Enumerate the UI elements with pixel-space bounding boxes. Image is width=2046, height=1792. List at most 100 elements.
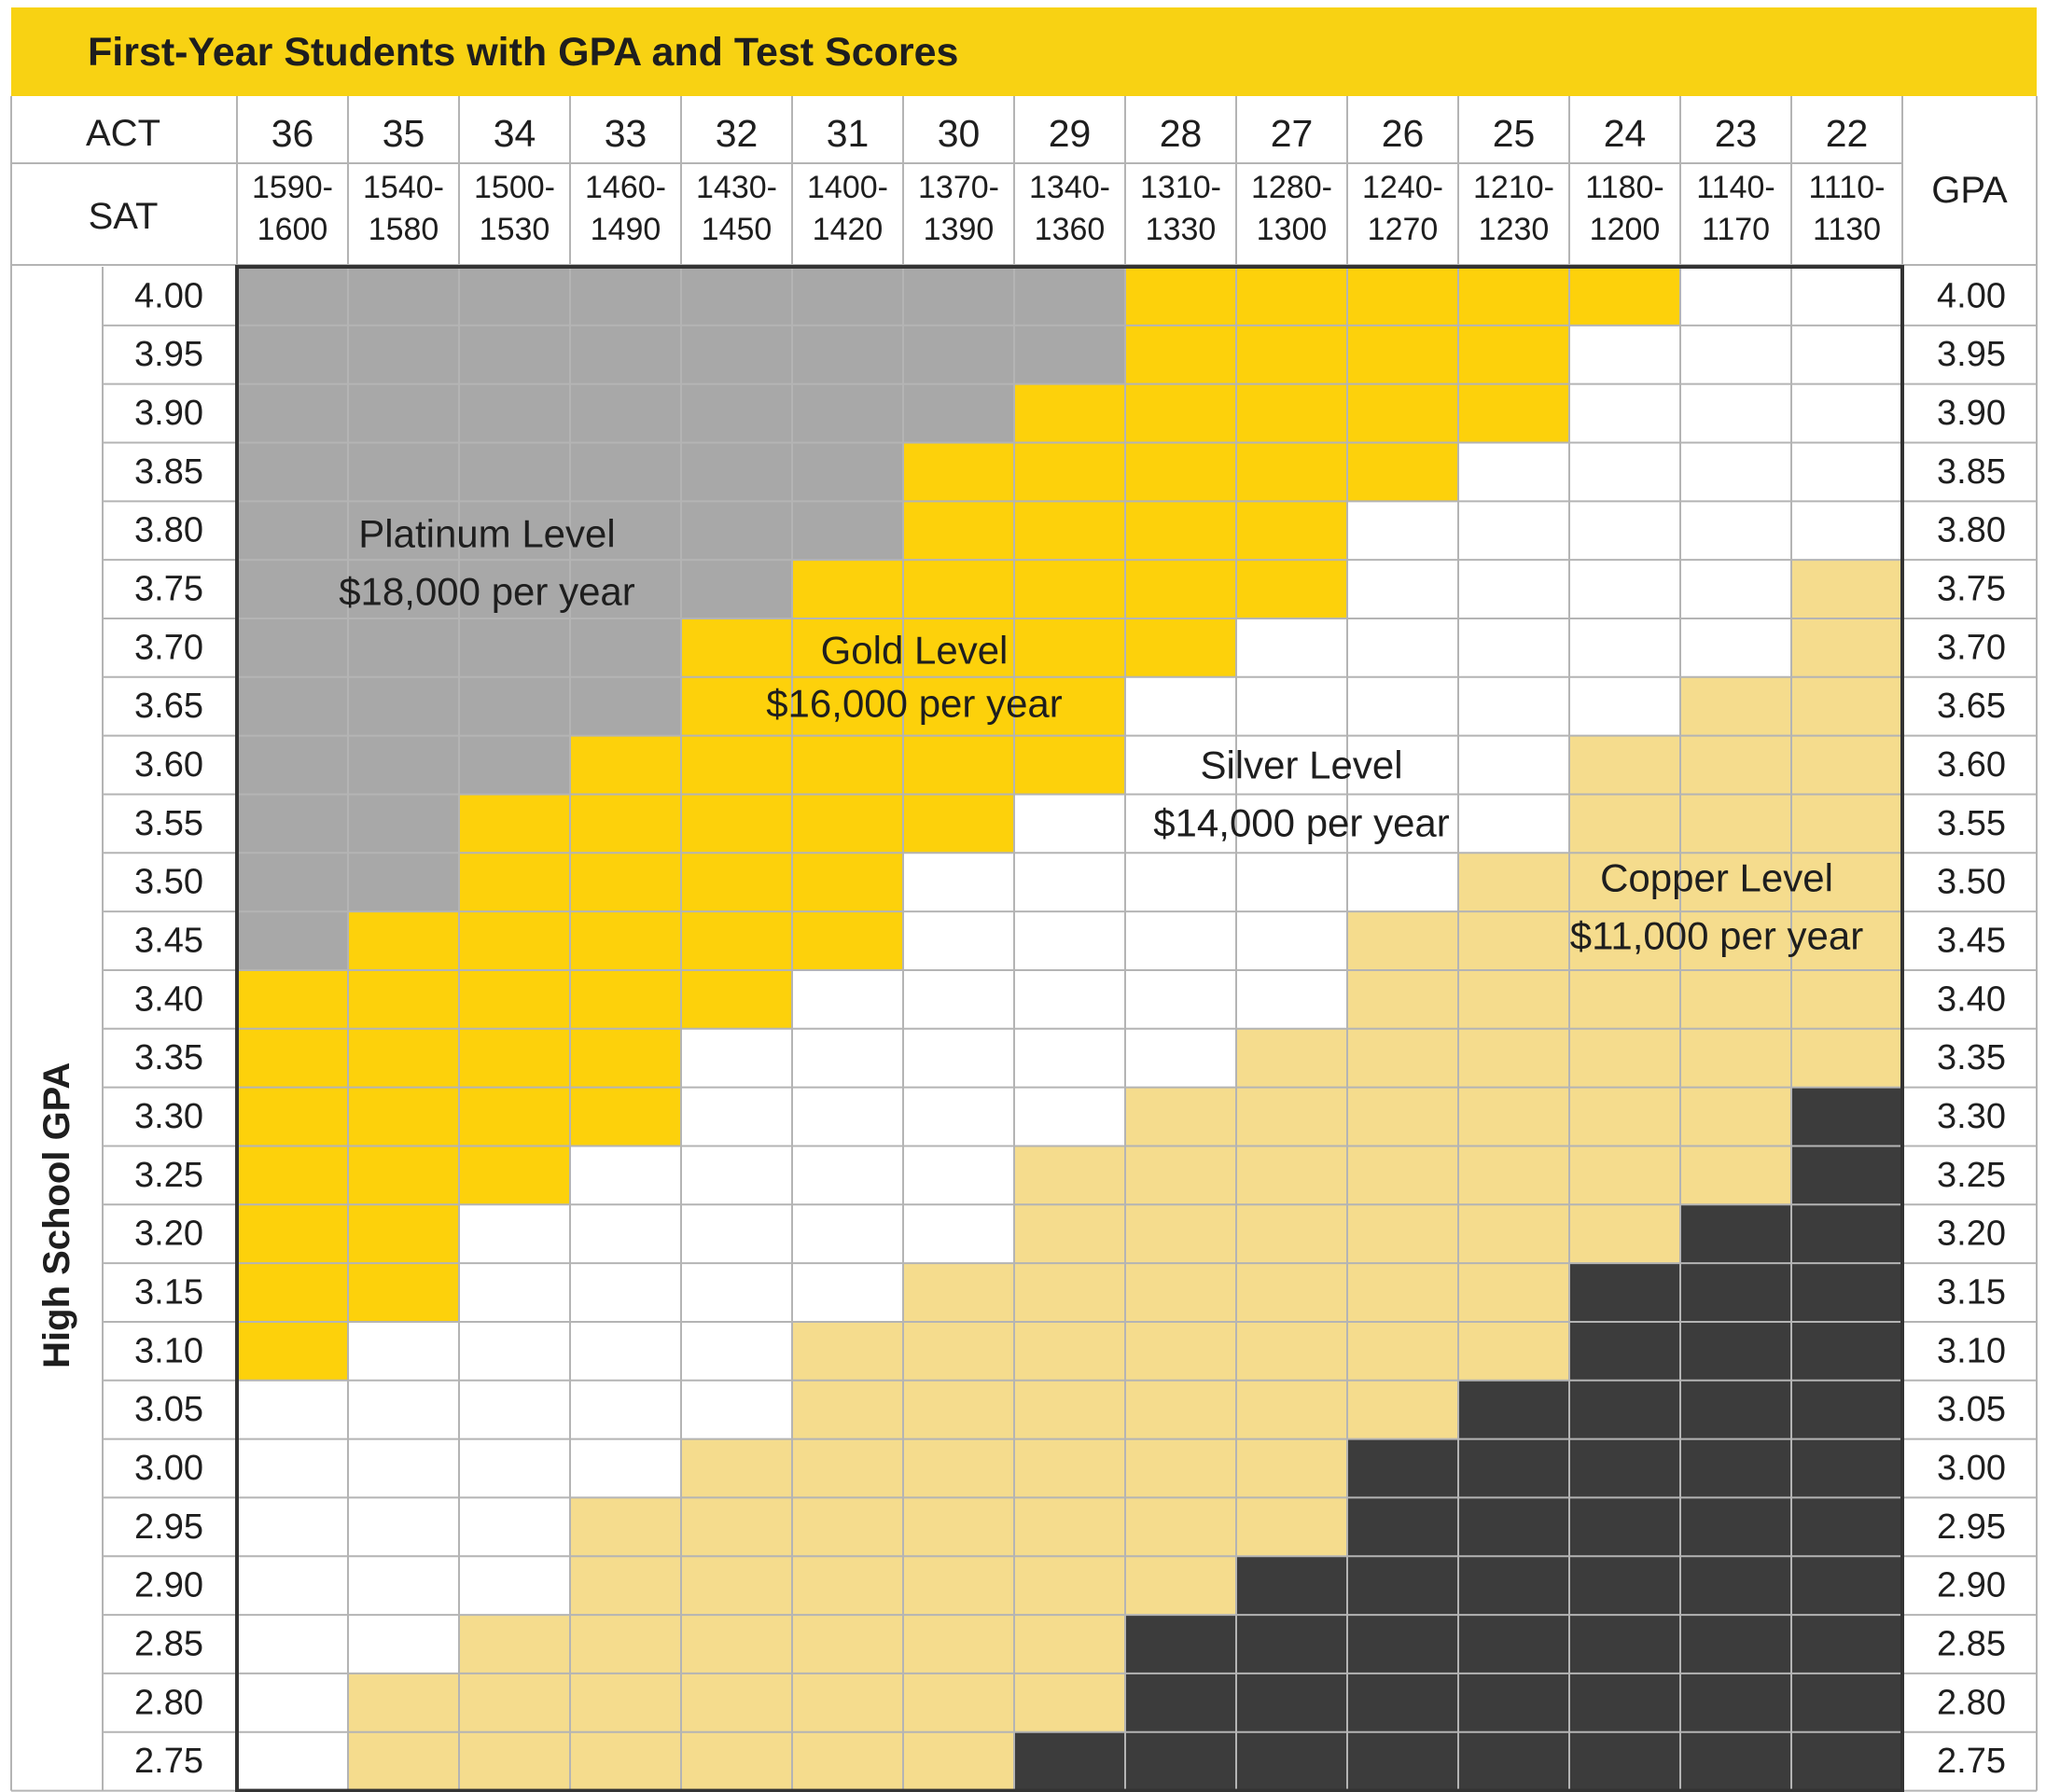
sat-tick-label: 1270 [1368, 212, 1439, 247]
cell-none [1680, 1615, 1791, 1674]
cell-none [1791, 1673, 1902, 1733]
gpa-tick-label-right: 3.70 [1937, 628, 2006, 667]
platinum-level-name: Platinum Level [358, 512, 615, 556]
cell-none [1680, 1321, 1791, 1382]
sat-tick-label: 1390 [924, 212, 995, 247]
cell-copper [903, 1321, 1014, 1382]
cell-platinum [237, 383, 348, 443]
cell-gold [348, 1146, 459, 1205]
cell-platinum [459, 676, 570, 737]
gpa-tick-label-left: 3.85 [134, 452, 203, 492]
cell-gold [348, 911, 459, 971]
cell-platinum [459, 267, 570, 326]
cell-none [1680, 1731, 1791, 1792]
cell-gold [237, 1321, 348, 1382]
cell-gold [459, 1028, 570, 1089]
cell-copper [1125, 1146, 1236, 1205]
cell-copper [792, 1556, 903, 1616]
cell-copper [1569, 969, 1680, 1030]
cell-gold [681, 911, 792, 971]
silver-level-name: Silver Level [1200, 743, 1402, 787]
cell-platinum [570, 383, 681, 443]
cell-copper [1680, 911, 1791, 971]
cell-gold [348, 1263, 459, 1323]
gpa-tick-label-right: 4.00 [1937, 276, 2006, 315]
sat-tick-label: 1590- [252, 170, 333, 205]
act-tick-label: 34 [494, 112, 536, 155]
cell-copper [1125, 1380, 1236, 1440]
cell-gold [1458, 383, 1569, 443]
cell-none [1236, 1615, 1347, 1674]
cell-gold [459, 1087, 570, 1146]
cell-copper [1125, 1263, 1236, 1323]
cell-none [1569, 1615, 1680, 1674]
sat-tick-label: 1210- [1473, 170, 1554, 205]
cell-copper [1569, 1028, 1680, 1089]
gpa-tick-label-left: 3.25 [134, 1156, 203, 1195]
sat-tick-label: 1240- [1362, 170, 1443, 205]
cell-gold [792, 676, 903, 737]
sat-tick-label: 1370- [918, 170, 999, 205]
cell-silver [1236, 676, 1347, 737]
cell-none [1680, 1497, 1791, 1557]
cell-gold [1125, 501, 1236, 561]
gpa-tick-label-left: 2.90 [134, 1566, 203, 1605]
cell-silver [348, 1321, 459, 1382]
gpa-tick-label-left: 3.40 [134, 979, 203, 1019]
cell-platinum [570, 676, 681, 737]
cell-copper [681, 1673, 792, 1733]
cell-gold [681, 969, 792, 1030]
cell-none [1791, 1263, 1902, 1323]
cell-gold [1236, 560, 1347, 619]
cell-silver [681, 1204, 792, 1264]
cell-none [1236, 1556, 1347, 1616]
gpa-tick-label-left: 3.50 [134, 863, 203, 902]
cell-gold [903, 560, 1014, 619]
cell-silver [570, 1380, 681, 1440]
gpa-tick-label-right: 3.95 [1937, 335, 2006, 374]
title-banner: First-Year Students with GPA and Test Sc… [11, 7, 2037, 96]
cell-gold [1125, 442, 1236, 502]
cell-gold [1014, 442, 1125, 502]
cell-gold [792, 560, 903, 619]
cell-copper [1236, 1321, 1347, 1382]
cell-none [1680, 1438, 1791, 1498]
cell-silver [1680, 267, 1791, 326]
cell-silver [1347, 560, 1458, 619]
cell-silver [237, 1438, 348, 1498]
cell-silver [1014, 853, 1125, 912]
cell-none [1014, 1731, 1125, 1792]
cell-silver [1125, 735, 1236, 795]
cell-platinum [237, 735, 348, 795]
cell-none [1680, 1263, 1791, 1323]
cell-gold [1347, 442, 1458, 502]
gpa-tick-label-right: 2.90 [1937, 1566, 2006, 1605]
cell-gold [570, 1028, 681, 1089]
cell-copper [1569, 1146, 1680, 1205]
gpa-tick-label-right: 2.75 [1937, 1742, 2006, 1781]
cell-platinum [681, 383, 792, 443]
cell-silver [348, 1497, 459, 1557]
cell-silver [1347, 853, 1458, 912]
cell-platinum [459, 501, 570, 561]
copper-level-name: Copper Level [1600, 856, 1833, 900]
cell-gold [1236, 501, 1347, 561]
act-tick-label: 23 [1715, 112, 1758, 155]
cell-copper [792, 1380, 903, 1440]
cell-silver [1680, 325, 1791, 385]
cell-copper [681, 1615, 792, 1674]
cell-copper [1791, 911, 1902, 971]
cell-copper [1125, 1321, 1236, 1382]
cell-copper [681, 1556, 792, 1616]
cell-platinum [237, 618, 348, 678]
cell-platinum [792, 442, 903, 502]
cell-silver [903, 1204, 1014, 1264]
cell-platinum [570, 618, 681, 678]
cell-silver [1458, 794, 1569, 854]
act-header-label: ACT [86, 113, 160, 154]
cell-platinum [237, 267, 348, 326]
cell-copper [348, 1731, 459, 1792]
cell-silver [1458, 618, 1569, 678]
cell-copper [570, 1497, 681, 1557]
sat-tick-label: 1110- [1809, 170, 1886, 205]
